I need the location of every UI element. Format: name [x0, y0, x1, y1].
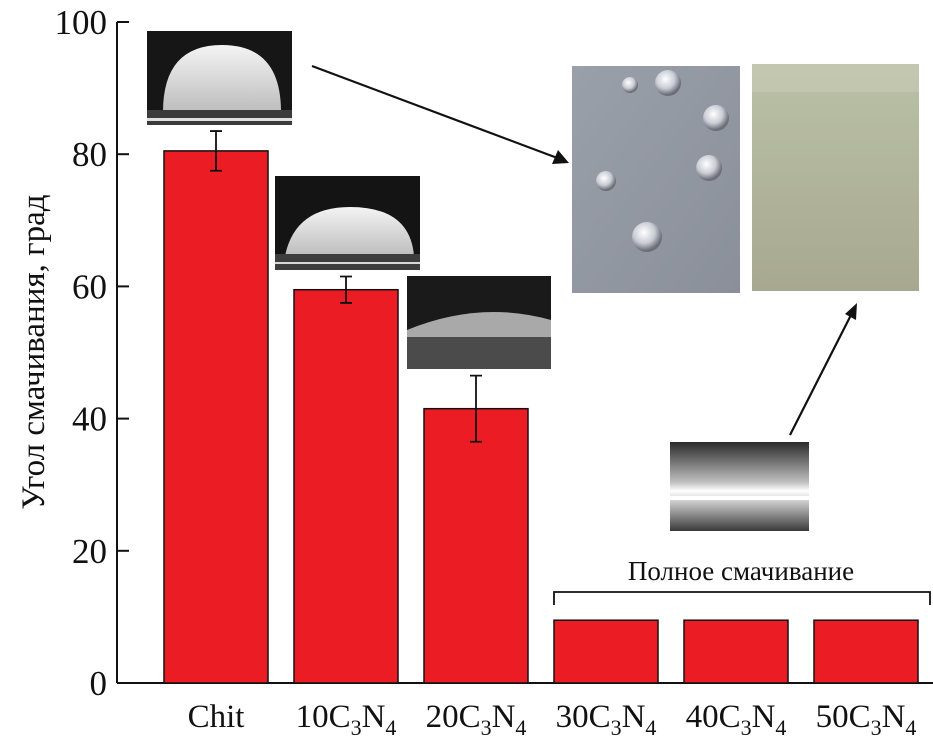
y-axis-title: Угол смачивания, град — [16, 194, 52, 509]
droplet-photo-chit — [147, 31, 292, 125]
error-bar-20c3n4 — [470, 374, 482, 443]
arrow-to-wetted-surface — [789, 303, 857, 436]
x-category-label: 20C3N4 — [426, 699, 527, 740]
y-axis: Угол смачивания, град 0 20 40 60 80 100 — [16, 3, 129, 703]
arrow-to-droplet-surface — [311, 64, 569, 164]
bar-50c3n4 — [813, 619, 919, 684]
x-category-label: Chit — [188, 699, 245, 735]
x-category-label: 30C3N4 — [556, 699, 657, 740]
y-tick-label: 40 — [72, 400, 107, 439]
droplet-photo-full-wetting — [670, 442, 809, 531]
y-tick-label: 0 — [90, 664, 108, 703]
category-labels-group: Chit 10C3N4 20C3N4 30C3N4 40C3N4 50C3N4 — [188, 699, 917, 740]
y-tick-label: 80 — [72, 135, 107, 174]
full-wetting-annotation: Полное смачивание — [628, 556, 854, 586]
x-category-label: 50C3N4 — [816, 699, 917, 740]
bar-10c3n4 — [293, 288, 399, 684]
full-wetting-bracket — [553, 591, 931, 605]
y-tick-label: 60 — [72, 267, 107, 306]
surface-photo-wetted — [752, 64, 919, 291]
y-tick-label: 100 — [55, 3, 108, 42]
bars-group — [163, 150, 919, 684]
error-bar-10c3n4 — [340, 275, 352, 304]
surface-photo-droplets — [572, 66, 740, 293]
bar-20c3n4 — [423, 407, 529, 684]
y-tick-label: 20 — [72, 532, 107, 571]
droplet-photo-20c3n4 — [407, 276, 551, 369]
x-category-label: 40C3N4 — [686, 699, 787, 740]
x-category-label: 10C3N4 — [296, 699, 397, 740]
bar-40c3n4 — [683, 619, 789, 684]
bar-30c3n4 — [553, 619, 659, 684]
bar-chit — [163, 150, 269, 684]
droplet-photo-10c3n4 — [275, 176, 420, 270]
error-bar-chit — [210, 130, 222, 172]
error-bars-group — [210, 130, 482, 443]
